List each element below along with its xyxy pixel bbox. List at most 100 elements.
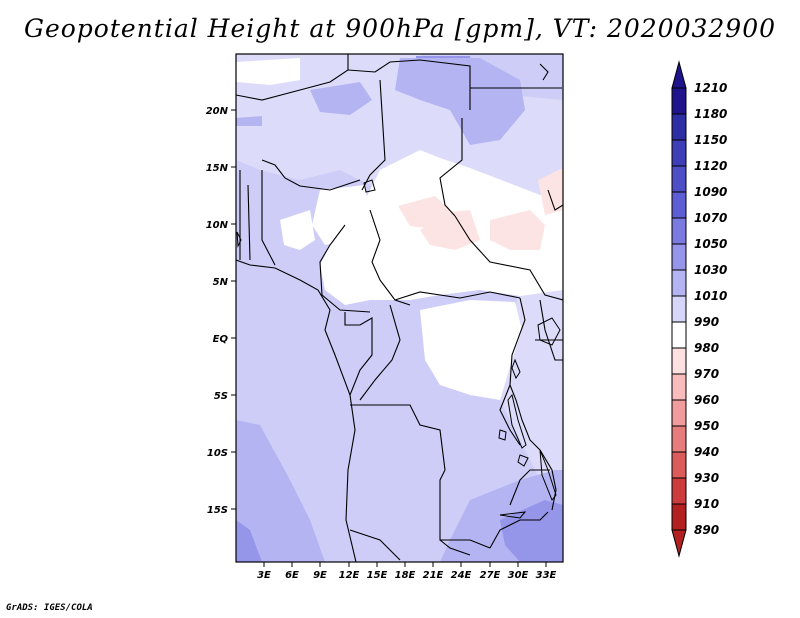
colorbar-label: 1070 bbox=[694, 211, 727, 225]
colorbar-segment bbox=[671, 451, 687, 479]
colorbar-segment bbox=[671, 321, 687, 349]
lon-label: 12E bbox=[339, 570, 360, 581]
lake-volta bbox=[236, 231, 242, 248]
colorbar-segment bbox=[671, 243, 687, 271]
colorbar-segment bbox=[671, 477, 687, 505]
colorbar-tip-top bbox=[671, 60, 687, 89]
border-chad-sudan bbox=[439, 87, 562, 217]
colorbar-label: 1180 bbox=[694, 107, 727, 121]
colorbar-segment bbox=[671, 269, 687, 297]
map-frame bbox=[235, 53, 564, 563]
lakes bbox=[236, 179, 561, 519]
lon-label: 24E bbox=[451, 570, 472, 581]
border-car-sudan bbox=[454, 215, 563, 301]
lon-label: 9E bbox=[313, 570, 327, 581]
border-gabon-congo bbox=[344, 312, 373, 396]
colorbar-label: 1050 bbox=[694, 237, 727, 251]
contour-low-northwest bbox=[236, 58, 300, 85]
contour-mid-southwest bbox=[236, 420, 325, 562]
contour-pink-sudan bbox=[490, 210, 545, 250]
colorbar-segment bbox=[671, 295, 687, 323]
border-benin-togo bbox=[239, 170, 251, 261]
colorbar-segment bbox=[671, 503, 687, 531]
lake-bangweulu bbox=[517, 454, 529, 467]
colorbar-tip-bottom bbox=[671, 529, 687, 558]
lon-label: 33E bbox=[536, 570, 557, 581]
lat-axis: 20N 15N 10N 5N EQ 5S 10S 15S bbox=[206, 106, 236, 516]
contour-mid-west-small bbox=[236, 116, 262, 126]
colorbar-label: 1030 bbox=[694, 263, 727, 277]
lake-tanganyika bbox=[507, 393, 527, 449]
colorbar-label: 960 bbox=[694, 393, 719, 407]
contour-dark-southeast bbox=[500, 500, 563, 562]
lake-malawi bbox=[539, 449, 557, 501]
colorbar-segment bbox=[671, 399, 687, 427]
lon-label: 6E bbox=[285, 570, 299, 581]
border-lakes bbox=[509, 384, 557, 511]
colorbar-segment bbox=[671, 191, 687, 219]
border-chad-car bbox=[369, 209, 411, 306]
colorbar-label: 1120 bbox=[694, 159, 727, 173]
border-car-drc bbox=[394, 291, 521, 301]
border-nigeria bbox=[261, 170, 276, 266]
lake-chad bbox=[363, 179, 376, 193]
border-drc-angola bbox=[350, 404, 446, 471]
border-zambia bbox=[489, 469, 550, 549]
lat-label: 5N bbox=[213, 277, 229, 288]
colorbar-label: 930 bbox=[694, 471, 719, 485]
lon-axis: 3E 6E 9E 12E 15E 18E 21E 24E 27E 30E 33E bbox=[257, 562, 557, 581]
lake-kivu bbox=[511, 358, 521, 380]
border-mali-niger bbox=[261, 159, 361, 191]
lat-label: 10N bbox=[206, 220, 229, 231]
border-sudan-coast bbox=[539, 63, 549, 81]
lon-label: 15E bbox=[367, 570, 388, 581]
lat-label: 15S bbox=[207, 505, 228, 516]
colorbar-segment bbox=[671, 165, 687, 193]
contour-low-west-small bbox=[280, 210, 315, 250]
border-cameroon bbox=[319, 224, 371, 313]
colorbar-segment bbox=[671, 347, 687, 375]
colorbar: 1210 1180 1150 1120 1090 1070 1050 1030 1010 990 9… bbox=[671, 60, 727, 558]
contour-low-congo bbox=[420, 300, 522, 400]
colorbar-label: 1150 bbox=[694, 133, 727, 147]
contour-mid-northwest bbox=[310, 82, 372, 115]
coastline-west bbox=[236, 259, 357, 562]
grads-credit: GrADS: IGES/COLA bbox=[6, 603, 93, 613]
colorbar-segment bbox=[671, 425, 687, 453]
lat-label: 20N bbox=[206, 106, 229, 117]
colorbar-segment bbox=[671, 217, 687, 245]
border-sudan-east bbox=[547, 189, 563, 211]
contour-pink-car bbox=[420, 210, 480, 250]
lon-label: 27E bbox=[480, 570, 501, 581]
colorbar-label: 970 bbox=[694, 367, 719, 381]
lat-label: EQ bbox=[213, 334, 229, 345]
colorbar-label: 1090 bbox=[694, 185, 727, 199]
contour-low-nigeria bbox=[312, 185, 370, 245]
map-panel bbox=[236, 54, 563, 562]
colorbar-label: 990 bbox=[694, 315, 719, 329]
lat-label: 5S bbox=[214, 391, 228, 402]
colorbar-label: 940 bbox=[694, 445, 719, 459]
colorbar-label: 890 bbox=[694, 523, 719, 537]
colorbar-segment bbox=[671, 373, 687, 401]
colorbar-label: 980 bbox=[694, 341, 719, 355]
lon-label: 21E bbox=[423, 570, 444, 581]
border-algeria-niger bbox=[236, 54, 349, 101]
contour-dark-southwest bbox=[236, 520, 262, 562]
contour-mid-north bbox=[395, 58, 525, 145]
lat-label: 10S bbox=[207, 448, 228, 459]
lake-kariba bbox=[499, 511, 527, 519]
lon-label: 18E bbox=[395, 570, 416, 581]
colorbar-segment bbox=[671, 139, 687, 167]
lon-label: 3E bbox=[257, 570, 271, 581]
colorbar-segment bbox=[671, 87, 687, 115]
contour-pink-east bbox=[538, 168, 563, 215]
border-niger-libya bbox=[347, 59, 471, 110]
colorbar-label: 1010 bbox=[694, 289, 727, 303]
colorbar-label: 1210 bbox=[694, 81, 727, 95]
plot-title: Geopotential Height at 900hPa [gpm], VT:… bbox=[23, 14, 777, 43]
colorbar-segment bbox=[671, 113, 687, 141]
colorbar-label: 950 bbox=[694, 419, 719, 433]
